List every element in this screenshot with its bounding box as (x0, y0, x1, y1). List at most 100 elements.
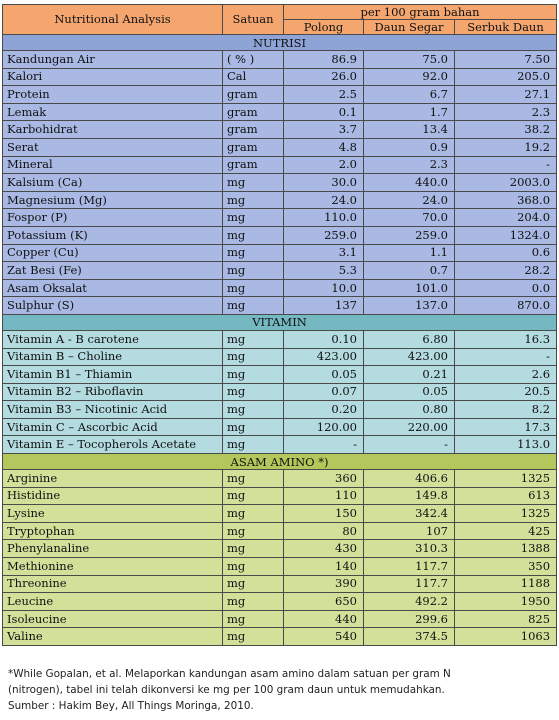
cell-polong: 0.05 (283, 365, 364, 384)
table-row: Fospor (P) mg 110.0 70.0 204.0 (2, 208, 558, 227)
cell-unit: mg (222, 365, 284, 384)
cell-name: Kalori (2, 67, 223, 87)
cell-daun-segar: 0.05 (363, 382, 455, 402)
cell-polong: 5.3 (283, 261, 364, 280)
cell-polong: 3.1 (283, 243, 364, 263)
cell-name: Vitamin B3 – Nicotinic Acid (2, 400, 223, 419)
cell-name: Leucine (2, 592, 223, 611)
cell-name: Histidine (2, 486, 223, 506)
cell-serbuk-daun: 2003.0 (453, 173, 558, 192)
cell-serbuk-daun: 2.6 (453, 365, 558, 384)
table-row: Methionine mg 140 117.7 350 (2, 557, 558, 576)
cell-serbuk-daun: 20.5 (453, 382, 558, 402)
cell-name: Lysine (2, 504, 223, 523)
source-line: Sumber : Hakim Bey, All Things Moringa, … (8, 700, 254, 712)
cell-serbuk-daun: 368.0 (453, 190, 558, 210)
cell-unit: mg (222, 173, 284, 192)
cell-daun-segar: 259.0 (363, 225, 455, 245)
cell-daun-segar: 0.21 (363, 365, 455, 384)
cell-unit: gram (222, 155, 284, 175)
cell-polong: 24.0 (283, 190, 364, 210)
section-vitamin: VITAMIN Vitamin A - B carotene mg 0.10 6.80… (1, 313, 558, 455)
table-row: Kalori Cal 26.0 92.0 205.0 (2, 67, 558, 87)
table-row: Copper (Cu) mg 3.1 1.1 0.6 (2, 243, 558, 263)
cell-unit: mg (222, 609, 284, 629)
cell-serbuk-daun: 2.3 (453, 102, 558, 122)
section-title: VITAMIN (1, 313, 558, 331)
cell-serbuk-daun: 1188 (453, 574, 558, 594)
cell-unit: mg (222, 382, 284, 402)
footnote-line: (nitrogen), tabel ini telah dikonversi k… (8, 684, 445, 696)
section-nutrisi: NUTRISI Kandungan Air( % ) 86.9 75.0 7.50 Ka… (1, 34, 558, 315)
cell-polong: 137 (283, 296, 364, 315)
footnote-line: *While Gopalan, et al. Melaporkan kandun… (8, 668, 451, 680)
cell-serbuk-daun: 113.0 (453, 435, 558, 455)
table-row: Vitamin B3 – Nicotinic Acid mg 0.20 0.80 8.2 (2, 400, 558, 419)
cell-name: Methionine (2, 557, 223, 576)
cell-polong: 3.7 (283, 120, 364, 139)
table-row: Protein gram 2.5 6.7 27.1 (2, 85, 558, 104)
cell-polong: 423.00 (283, 347, 364, 367)
cell-polong: 10.0 (283, 278, 364, 298)
cell-serbuk-daun: 19.2 (453, 137, 558, 157)
cell-daun-segar: 107 (363, 521, 455, 541)
cell-unit: mg (222, 278, 284, 298)
cell-unit: mg (222, 435, 284, 455)
table-row: Phenylanaline mg 430 310.3 1388 (2, 539, 558, 559)
cell-polong: 86.9 (283, 50, 364, 69)
table-header: Nutritional Analysis Satuan per 100 gram… (2, 4, 558, 35)
cell-unit: mg (222, 539, 284, 559)
cell-serbuk-daun: 1063 (453, 627, 558, 646)
cell-name: Vitamin C – Ascorbic Acid (2, 417, 223, 437)
table-row: Vitamin A - B carotene mg 0.10 6.80 16.3 (2, 329, 558, 349)
table-row: Kalsium (Ca) mg 30.0 440.0 2003.0 (2, 173, 558, 192)
cell-name: Protein (2, 85, 223, 104)
cell-name: Vitamin E – Tocopherols Acetate (2, 435, 223, 455)
table-row: Vitamin C – Ascorbic Acid mg 120.00 220.00 1… (2, 417, 558, 437)
cell-unit: mg (222, 574, 284, 594)
cell-daun-segar: 6.7 (363, 85, 455, 104)
cell-serbuk-daun: - (453, 155, 558, 175)
cell-name: Potassium (K) (2, 225, 223, 245)
cell-unit: mg (222, 557, 284, 576)
col-header-daun-segar: Daun Segar (363, 19, 455, 35)
table-row: Asam Oksalat mg 10.0 101.0 0.0 (2, 278, 558, 298)
cell-serbuk-daun: 17.3 (453, 417, 558, 437)
cell-daun-segar: 299.6 (363, 609, 455, 629)
cell-polong: 0.07 (283, 382, 364, 402)
col-header-serbuk-daun: Serbuk Daun (453, 19, 558, 35)
cell-name: Sulphur (S) (2, 296, 223, 315)
cell-daun-segar: 423.00 (363, 347, 455, 367)
cell-daun-segar: 310.3 (363, 539, 455, 559)
cell-name: Threonine (2, 574, 223, 594)
cell-daun-segar: - (363, 435, 455, 455)
table-row: Vitamin B – Choline mg 423.00 423.00- (2, 347, 558, 367)
cell-daun-segar: 117.7 (363, 557, 455, 576)
cell-daun-segar: 24.0 (363, 190, 455, 210)
cell-unit: mg (222, 469, 284, 488)
cell-unit: mg (222, 521, 284, 541)
cell-daun-segar: 149.8 (363, 486, 455, 506)
cell-serbuk-daun: 0.0 (453, 278, 558, 298)
table-row: Zat Besi (Fe) mg 5.3 0.7 28.2 (2, 261, 558, 280)
footnote: *While Gopalan, et al. Melaporkan kandun… (8, 666, 556, 714)
cell-serbuk-daun: 27.1 (453, 85, 558, 104)
cell-daun-segar: 440.0 (363, 173, 455, 192)
cell-polong: 110.0 (283, 208, 364, 227)
cell-name: Serat (2, 137, 223, 157)
table-row: Arginine mg 360 406.6 1325 (2, 469, 558, 488)
table-row: Leucine mg 650 492.2 1950 (2, 592, 558, 611)
cell-serbuk-daun: 7.50 (453, 50, 558, 69)
cell-serbuk-daun: 870.0 (453, 296, 558, 315)
cell-polong: - (283, 435, 364, 455)
cell-serbuk-daun: 1388 (453, 539, 558, 559)
cell-daun-segar: 1.1 (363, 243, 455, 263)
cell-polong: 140 (283, 557, 364, 576)
cell-unit: mg (222, 486, 284, 506)
section-title: ASAM AMINO *) (1, 453, 558, 471)
cell-polong: 110 (283, 486, 364, 506)
cell-name: Fospor (P) (2, 208, 223, 227)
cell-polong: 440 (283, 609, 364, 629)
cell-serbuk-daun: 350 (453, 557, 558, 576)
cell-polong: 150 (283, 504, 364, 523)
